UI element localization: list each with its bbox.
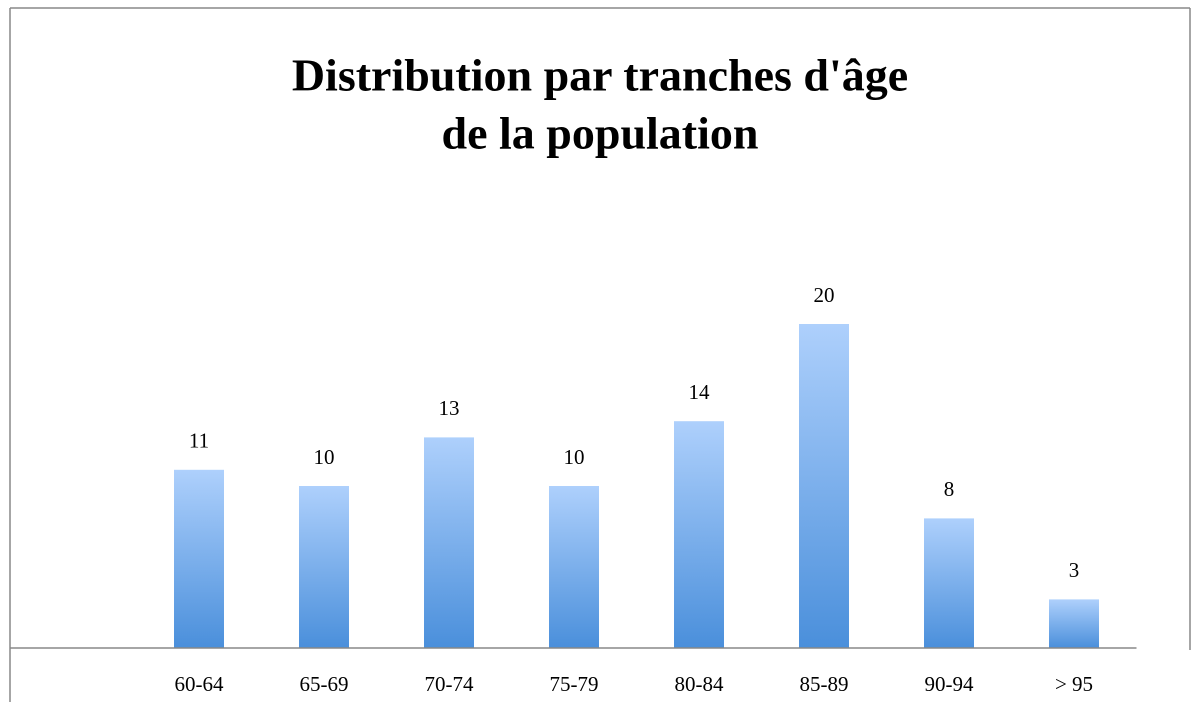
bar — [799, 324, 849, 648]
data-label: 11 — [189, 429, 209, 453]
bar — [549, 486, 599, 648]
x-tick-label: 70-74 — [425, 672, 474, 696]
data-label: 10 — [564, 445, 585, 469]
data-label: 10 — [314, 445, 335, 469]
chart-title: Distribution par tranches d'âge — [292, 50, 908, 101]
bar — [299, 486, 349, 648]
x-tick-label: 65-69 — [300, 672, 349, 696]
data-label: 14 — [689, 380, 711, 404]
bar — [424, 437, 474, 648]
x-tick-label: > 95 — [1055, 672, 1093, 696]
bar — [924, 518, 974, 648]
data-label: 13 — [439, 396, 460, 420]
x-tick-label: 80-84 — [675, 672, 724, 696]
x-tick-label: 90-94 — [925, 672, 974, 696]
x-tick-label: 75-79 — [550, 672, 599, 696]
data-label: 8 — [944, 477, 955, 501]
data-label: 20 — [814, 283, 835, 307]
data-label: 3 — [1069, 558, 1080, 582]
chart-title: de la population — [442, 108, 759, 159]
bar — [1049, 599, 1099, 648]
bar — [174, 469, 224, 648]
bar — [674, 421, 724, 648]
x-tick-label: 85-89 — [800, 672, 849, 696]
x-tick-label: 60-64 — [175, 672, 224, 696]
